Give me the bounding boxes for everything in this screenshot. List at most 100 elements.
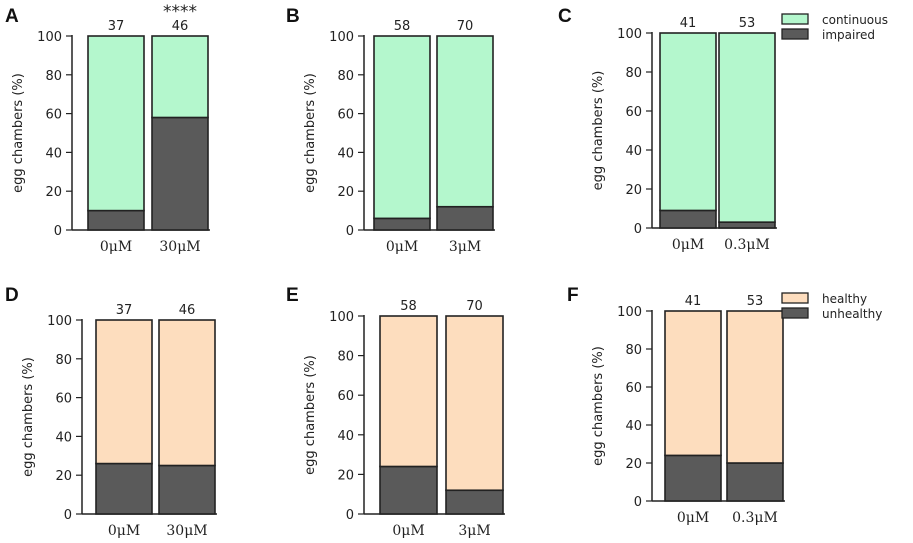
y-axis-label: egg chambers (%) xyxy=(11,73,26,193)
y-tick-label: 40 xyxy=(625,419,642,434)
panel-label: C xyxy=(558,6,572,27)
chart-panel-a: A 0 20 40 60 80 100 egg chambers (%) 37 0μM 46****… xyxy=(5,2,210,255)
y-tick-label: 60 xyxy=(55,392,72,407)
y-axis-label: egg chambers (%) xyxy=(303,73,318,193)
panel-label: F xyxy=(567,285,579,306)
bar-segment-impaired xyxy=(436,205,494,231)
bar-segment-unhealthy xyxy=(379,465,438,515)
y-tick-label: 100 xyxy=(329,30,354,45)
x-category-label: 0μM xyxy=(386,239,418,255)
y-axis-label: egg chambers (%) xyxy=(21,357,36,477)
y-tick-label: 80 xyxy=(625,66,642,81)
chart-panel-d: D 0 20 40 60 80 100 egg chambers (%) 37 0μM 46 30μM xyxy=(5,285,217,539)
y-tick-label: 0 xyxy=(634,495,642,510)
legend-label: unhealthy xyxy=(822,307,882,321)
y-tick-label: 40 xyxy=(337,429,354,444)
y-tick-label: 0 xyxy=(64,508,72,523)
bar-segment-continuous xyxy=(436,35,494,208)
x-category-label: 3μM xyxy=(449,239,481,255)
y-tick-label: 20 xyxy=(45,185,62,200)
x-category-label: 0.3μM xyxy=(732,510,778,526)
y-tick-label: 20 xyxy=(337,185,354,200)
x-category-label: 30μM xyxy=(159,239,200,255)
bar-count-label: 70 xyxy=(466,299,483,314)
y-tick-label: 0 xyxy=(634,222,642,237)
bar-segment-continuous xyxy=(718,32,776,223)
y-tick-label: 60 xyxy=(337,389,354,404)
bar-segment-impaired xyxy=(151,116,209,231)
y-tick-label: 40 xyxy=(625,144,642,159)
bar-segment-continuous xyxy=(87,35,145,212)
y-tick-label: 60 xyxy=(625,105,642,120)
y-axis-label: egg chambers (%) xyxy=(591,71,606,191)
bar-segment-healthy xyxy=(158,319,216,467)
bar-count-label: 37 xyxy=(116,303,133,318)
x-category-label: 3μM xyxy=(458,523,490,539)
bar-count-label: 53 xyxy=(739,16,756,31)
y-axis-label: egg chambers (%) xyxy=(303,355,318,475)
bar-segment-healthy xyxy=(379,315,438,468)
x-category-label: 0.3μM xyxy=(724,237,770,253)
bar-segment-impaired xyxy=(87,209,145,231)
x-category-label: 0μM xyxy=(677,510,709,526)
legend-swatch xyxy=(781,307,809,319)
chart-panel-f: F 0 20 40 60 80 100 egg chambers (%) 41 0μM 53 0.3μ… xyxy=(567,285,882,526)
legend-swatch xyxy=(781,292,809,304)
y-tick-label: 20 xyxy=(625,457,642,472)
legend-swatch xyxy=(781,28,809,40)
bar-segment-impaired xyxy=(718,221,776,229)
y-tick-label: 40 xyxy=(45,146,62,161)
panel-label: A xyxy=(5,6,19,27)
bar-segment-unhealthy xyxy=(726,462,784,502)
x-category-label: 0μM xyxy=(672,237,704,253)
bar-segment-continuous xyxy=(373,35,431,220)
chart-panel-c: C 0 20 40 60 80 100 egg chambers (%) 41 0μM 53 0.3μ… xyxy=(558,6,888,253)
y-tick-label: 0 xyxy=(346,224,354,239)
x-category-label: 0μM xyxy=(392,523,424,539)
legend-swatch xyxy=(781,13,809,25)
bar-count-label: 58 xyxy=(394,19,411,34)
y-tick-label: 60 xyxy=(45,108,62,123)
y-tick-label: 20 xyxy=(55,469,72,484)
significance-label: **** xyxy=(163,2,197,22)
y-tick-label: 80 xyxy=(55,353,72,368)
bar-count-label: 37 xyxy=(108,19,125,34)
bar-segment-unhealthy xyxy=(95,462,153,515)
bar-count-label: 58 xyxy=(400,299,417,314)
y-tick-label: 40 xyxy=(55,430,72,445)
legend-label: continuous xyxy=(822,13,888,27)
y-tick-label: 80 xyxy=(45,69,62,84)
bar-segment-continuous xyxy=(151,35,209,119)
y-tick-label: 20 xyxy=(337,468,354,483)
y-tick-label: 20 xyxy=(625,183,642,198)
bar-segment-continuous xyxy=(659,32,717,212)
bar-count-label: 41 xyxy=(685,294,702,309)
y-tick-label: 100 xyxy=(617,27,642,42)
x-category-label: 0μM xyxy=(108,523,140,539)
legend-label: impaired xyxy=(822,28,875,42)
y-tick-label: 100 xyxy=(37,30,62,45)
bar-segment-unhealthy xyxy=(664,454,722,502)
chart-panel-e: E 0 20 40 60 80 100 egg chambers (%) 58 0μM 70 3μM xyxy=(286,285,505,539)
x-category-label: 0μM xyxy=(100,239,132,255)
bar-segment-unhealthy xyxy=(445,489,504,515)
bar-segment-impaired xyxy=(373,217,431,231)
y-tick-label: 80 xyxy=(337,69,354,84)
y-tick-label: 100 xyxy=(329,310,354,325)
y-axis-label: egg chambers (%) xyxy=(591,346,606,466)
y-tick-label: 100 xyxy=(47,314,72,329)
panel-label: D xyxy=(5,285,19,306)
y-tick-label: 60 xyxy=(625,381,642,396)
bar-segment-healthy xyxy=(664,310,722,457)
bar-segment-healthy xyxy=(445,315,504,492)
y-tick-label: 80 xyxy=(625,343,642,358)
panel-label: B xyxy=(286,6,300,27)
y-tick-label: 0 xyxy=(346,508,354,523)
legend-label: healthy xyxy=(822,292,867,306)
panel-label: E xyxy=(286,285,299,306)
bar-count-label: 46 xyxy=(179,303,196,318)
bar-count-label: 70 xyxy=(457,19,474,34)
y-tick-label: 60 xyxy=(337,108,354,123)
